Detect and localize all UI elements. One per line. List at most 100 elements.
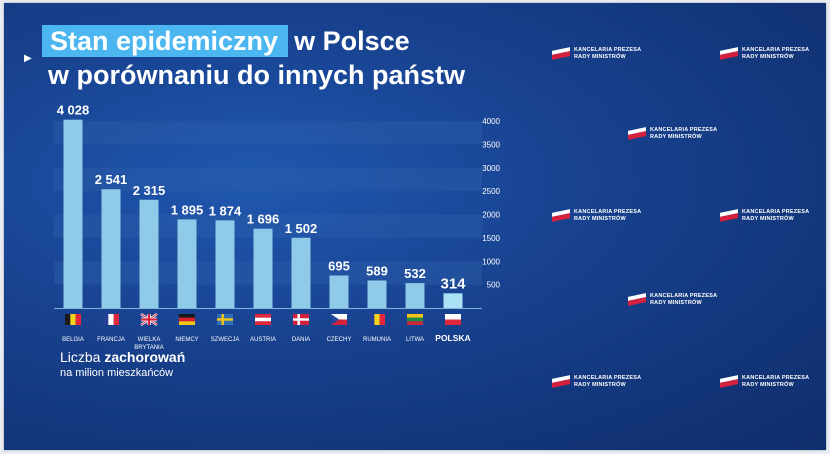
data-label: 695: [328, 259, 350, 274]
flag-part: [445, 314, 461, 320]
data-label: 1 696: [247, 212, 280, 227]
category-label: AUSTRIA: [250, 337, 276, 343]
germany-flag-icon: [179, 314, 195, 325]
czechia-flag-icon: [331, 314, 347, 325]
kprm-logo: KANCELARIA PREZESA RADY MINISTRÓW: [552, 47, 641, 60]
chart-subtitle: Liczba zachorowań na milion mieszkańców: [60, 349, 185, 381]
polish-flag-icon: [552, 377, 570, 387]
logo-text: KANCELARIA PREZESA RADY MINISTRÓW: [742, 375, 809, 388]
flag-part: [369, 314, 375, 325]
bar: [443, 293, 463, 308]
united-kingdom-flag-icon: [140, 313, 158, 326]
y-tick-label: 1500: [482, 234, 500, 243]
logo-text-line-2: RADY MINISTRÓW: [574, 53, 626, 60]
flag-part: [331, 314, 347, 320]
belgium-flag-icon: [65, 314, 81, 325]
category-label: SZWECJA: [211, 337, 240, 343]
flag-part: [255, 317, 271, 322]
subtitle-line-2: na milion mieszkańców: [60, 367, 174, 379]
logo-text: KANCELARIA PREZESA RADY MINISTRÓW: [650, 293, 717, 306]
kprm-logo: KANCELARIA PREZESA RADY MINISTRÓW: [552, 209, 641, 222]
data-label: 1 874: [209, 203, 242, 218]
data-label: 2 315: [133, 183, 166, 198]
category-label: LITWA: [406, 337, 424, 343]
flag-part: [331, 319, 347, 325]
bar-chart: 500 1000 1500 2000 2500 3000 3500 4000 4 028 BELG…: [54, 103, 501, 351]
logo-text-line-2: RADY MINISTRÓW: [742, 53, 794, 60]
flag-part: [255, 314, 271, 318]
kprm-logo: KANCELARIA PREZESA RADY MINISTRÓW: [628, 293, 717, 306]
bar: [291, 237, 311, 308]
slide: 500 1000 1500 2000 2500 3000 3500 4000 4 028 BELG…: [4, 3, 826, 450]
data-label: 4 028: [57, 103, 90, 118]
logo-text: KANCELARIA PREZESA RADY MINISTRÓW: [574, 209, 641, 222]
category-label: WIELKA: [138, 337, 161, 343]
polish-flag-icon: [628, 295, 646, 305]
category-label: POLSKA: [435, 333, 470, 343]
title-rest: w Polsce: [294, 26, 410, 56]
grid-band: [54, 121, 482, 145]
kprm-logo: KANCELARIA PREZESA RADY MINISTRÓW: [720, 47, 809, 60]
flag-part: [179, 317, 195, 322]
y-tick-label: 500: [487, 281, 501, 290]
logo-text-line-1: KANCELARIA PREZESA: [574, 47, 642, 53]
category-label: RUMUNIA: [363, 337, 391, 343]
flag-part: [113, 314, 119, 325]
lithuania-flag-icon: [407, 314, 423, 325]
flag-part: [70, 314, 76, 325]
flag-part: [407, 321, 423, 325]
logo-text-line-2: RADY MINISTRÓW: [742, 215, 794, 222]
y-tick-label: 2000: [482, 211, 500, 220]
kprm-logo: KANCELARIA PREZESA RADY MINISTRÓW: [720, 209, 809, 222]
flag-part: [217, 318, 233, 321]
title-highlight: Stan epidemiczny: [42, 25, 289, 57]
austria-flag-icon: [255, 314, 271, 325]
data-label: 589: [366, 263, 388, 278]
data-label: 1 895: [171, 202, 204, 217]
flag-part: [255, 321, 271, 325]
bar: [63, 119, 83, 308]
flag-part: [331, 314, 339, 325]
bar: [367, 280, 387, 308]
logo-text-line-1: KANCELARIA PREZESA: [742, 209, 810, 215]
bar: [405, 283, 425, 308]
logo-text-line-1: KANCELARIA PREZESA: [650, 293, 718, 299]
sweden-flag-icon: [217, 314, 233, 325]
logo-text: KANCELARIA PREZESA RADY MINISTRÓW: [574, 47, 641, 60]
flag-part: [445, 319, 461, 325]
subtitle-bold: zachorowań: [104, 349, 186, 365]
data-label: 2 541: [95, 172, 128, 187]
romania-flag-icon: [369, 314, 385, 325]
bar: [329, 275, 349, 308]
polish-flag-icon: [720, 377, 738, 387]
flag-part: [65, 314, 71, 325]
polish-flag-icon: [552, 211, 570, 221]
flag-part: [147, 314, 151, 325]
logo-text-line-2: RADY MINISTRÓW: [574, 215, 626, 222]
y-tick-label: 1000: [482, 257, 500, 266]
flag-part: [297, 314, 300, 325]
flag-part: [293, 318, 309, 321]
logo-text-line-1: KANCELARIA PREZESA: [742, 47, 810, 53]
logo-text: KANCELARIA PREZESA RADY MINISTRÓW: [574, 375, 641, 388]
logo-text-line-2: RADY MINISTRÓW: [650, 133, 702, 140]
chart-title-line-1: Stan epidemiczny w Polsce: [42, 25, 410, 57]
poland-flag-icon: [445, 314, 461, 325]
kprm-logo: KANCELARIA PREZESA RADY MINISTRÓW: [552, 375, 641, 388]
logo-text-line-1: KANCELARIA PREZESA: [574, 209, 642, 215]
mouse-cursor-icon: ▶: [24, 53, 32, 64]
category-label: BRYTANIA: [134, 345, 163, 351]
flag-part: [407, 317, 423, 322]
bar: [101, 189, 121, 308]
flag-part: [179, 314, 195, 318]
polish-flag-icon: [552, 49, 570, 59]
data-label: 314: [440, 275, 466, 292]
y-tick-label: 3500: [482, 140, 500, 149]
y-tick-label: 2500: [482, 187, 500, 196]
data-label: 1 502: [285, 221, 318, 236]
grid-band: [54, 167, 482, 192]
logo-text-line-1: KANCELARIA PREZESA: [650, 127, 718, 133]
bar: [139, 199, 159, 308]
y-tick-label: 4000: [482, 117, 500, 126]
flag-part: [379, 314, 385, 325]
